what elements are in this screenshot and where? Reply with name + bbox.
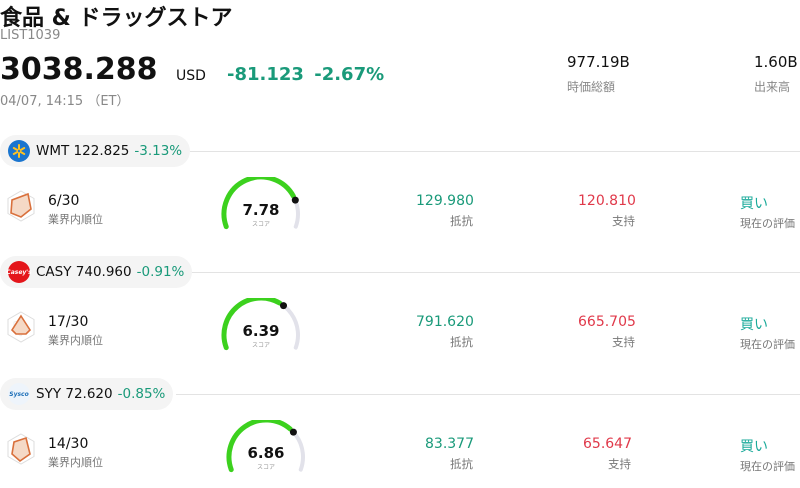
radar-chart-icon — [7, 433, 35, 465]
stock-ticker: SYY 72.620 — [36, 386, 113, 402]
resistance-label: 抵抗 — [450, 214, 473, 228]
score-value: 7.78 — [242, 201, 280, 219]
stock-pill-wmt[interactable]: WMT 122.825 -3.13% — [0, 135, 191, 167]
stock-pill-casy[interactable]: Casey's CASY 740.960 -0.91% — [0, 256, 193, 288]
stock-change-percent: -0.85% — [117, 386, 166, 402]
resistance-value: 83.377 — [425, 436, 474, 452]
page-title: 食品 & ドラッグストア — [0, 6, 233, 31]
stock-ticker: WMT 122.825 — [36, 143, 130, 159]
rating-value: 買い — [740, 317, 768, 333]
rating-value: 買い — [740, 439, 768, 455]
list-code: LIST1039 — [0, 28, 61, 43]
section-divider — [176, 394, 800, 395]
sysco-logo-icon: Sysco — [8, 383, 30, 405]
industry-rank: 17/30 — [48, 314, 89, 330]
stock-pill-syy[interactable]: Sysco SYY 72.620 -0.85% — [0, 378, 174, 410]
score-label: スコア — [256, 464, 275, 471]
resistance-value: 791.620 — [416, 314, 474, 330]
gauge-arc — [221, 174, 300, 230]
stock-change-percent: -3.13% — [134, 143, 183, 159]
industry-rank-label: 業界内順位 — [48, 456, 103, 469]
stock-card-casy: Casey's CASY 740.960 -0.91% 17/30 業界内順位 … — [0, 254, 800, 376]
score-value: 6.86 — [247, 444, 285, 462]
radar-chart-icon — [7, 311, 35, 343]
stock-card-wmt: WMT 122.825 -3.13% 6/30 業界内順位 7.78 スコア 1… — [0, 133, 800, 255]
market-cap-value: 977.19B — [567, 53, 630, 71]
score-gauge: 7.78 スコア — [220, 174, 310, 233]
walmart-spark-icon — [8, 140, 30, 162]
market-cap-label: 時価総額 — [567, 80, 616, 94]
score-value: 6.39 — [242, 322, 280, 340]
radar-chart-icon — [7, 190, 35, 222]
support-value: 65.647 — [583, 436, 632, 452]
resistance-value: 129.980 — [416, 193, 474, 209]
industry-rank: 6/30 — [48, 193, 80, 209]
volume-label: 出来高 — [754, 80, 791, 94]
stock-card-syy: Sysco SYY 72.620 -0.85% 14/30 業界内順位 6.86… — [0, 376, 800, 488]
industry-rank: 14/30 — [48, 436, 89, 452]
rating-value: 買い — [740, 196, 768, 212]
stock-ticker: CASY 740.960 — [36, 264, 132, 280]
industry-rank-label: 業界内順位 — [48, 213, 103, 226]
section-divider — [190, 272, 800, 273]
gauge-arc — [226, 417, 305, 473]
support-label: 支持 — [612, 335, 635, 349]
rating-label: 現在の評価 — [740, 460, 795, 473]
rating-label: 現在の評価 — [740, 338, 795, 351]
industry-rank-label: 業界内順位 — [48, 334, 103, 347]
support-label: 支持 — [608, 457, 631, 471]
change-percent: -2.67% — [314, 64, 385, 85]
index-price: 3038.288 — [0, 52, 158, 87]
change-value: -81.123 — [227, 64, 304, 85]
resistance-label: 抵抗 — [450, 335, 473, 349]
score-label: スコア — [251, 221, 270, 228]
support-label: 支持 — [612, 214, 635, 228]
timestamp: 04/07, 14:15 （ET） — [0, 94, 130, 109]
resistance-label: 抵抗 — [450, 457, 473, 471]
score-gauge: 6.39 スコア — [220, 295, 310, 354]
rating-label: 現在の評価 — [740, 217, 795, 230]
support-value: 665.705 — [578, 314, 636, 330]
gauge-arc — [221, 295, 300, 351]
stock-change-percent: -0.91% — [136, 264, 185, 280]
section-divider — [190, 151, 800, 152]
volume-value: 1.60B — [754, 53, 798, 71]
price-change: -81.123 -2.67% — [227, 64, 384, 85]
score-gauge: 6.86 スコア — [225, 417, 315, 476]
support-value: 120.810 — [578, 193, 636, 209]
currency-label: USD — [176, 68, 206, 84]
score-label: スコア — [251, 342, 270, 349]
caseys-logo-icon: Casey's — [6, 261, 32, 283]
